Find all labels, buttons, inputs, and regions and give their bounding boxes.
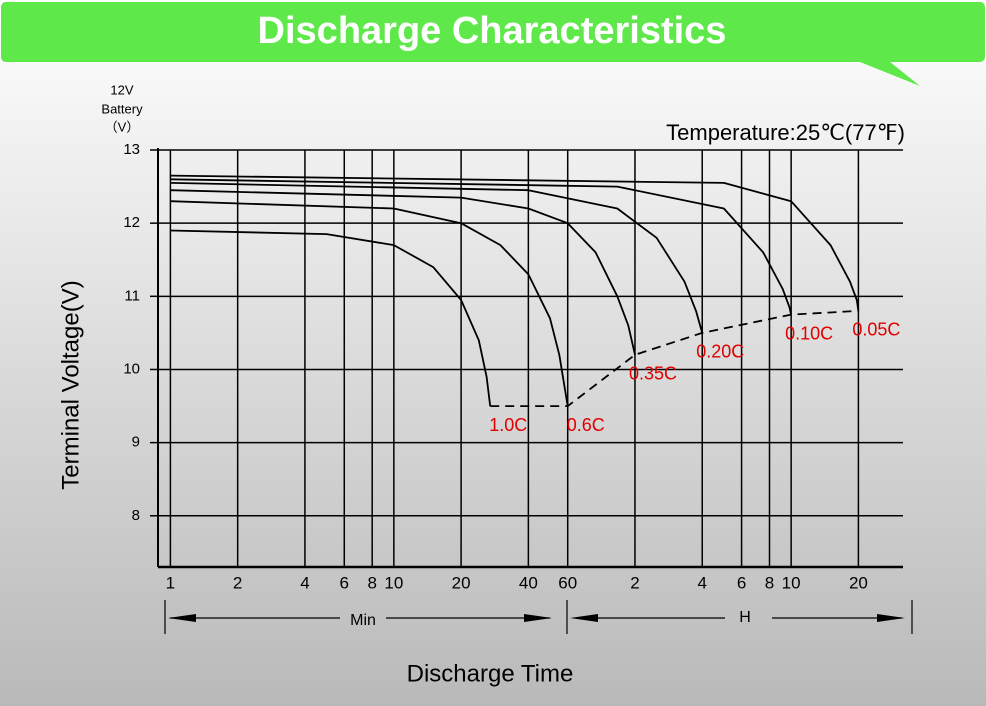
x-tick-label: 4 [697, 573, 706, 592]
discharge-curve [170, 189, 636, 356]
x-axis-label: Discharge Time [407, 660, 574, 687]
x-tick-label: 6 [340, 573, 349, 592]
unit-label: 12V [110, 82, 133, 97]
discharge-curve [170, 182, 704, 334]
y-tick-label: 12 [123, 214, 140, 231]
x-tick-label: 40 [519, 573, 538, 592]
x-tick-label: 8 [765, 573, 774, 592]
y-tick-label: 10 [123, 360, 140, 377]
x-tick-label: 1 [166, 573, 175, 592]
series-label: 0.10C [785, 323, 833, 343]
discharge-curve [170, 174, 860, 312]
segment-label: H [739, 609, 751, 626]
series-label: 0.05C [852, 320, 900, 340]
x-tick-label: 4 [300, 573, 309, 592]
series-label: 1.0C [489, 415, 527, 435]
unit-label: （V） [105, 119, 140, 134]
x-tick-label: 60 [558, 573, 577, 592]
y-tick-label: 11 [124, 287, 140, 304]
segment-arrows [168, 614, 905, 622]
x-tick-label: 10 [384, 573, 403, 592]
segment-markers [164, 600, 913, 634]
end-voltage-line [490, 310, 859, 407]
title-banner [1, 2, 985, 86]
y-axis-label: Terminal Voltage(V) [57, 280, 84, 489]
series-label: 0.20C [696, 342, 744, 362]
x-tick-label: 2 [233, 573, 242, 592]
x-tick-label: 10 [782, 573, 801, 592]
x-tick-label: 8 [367, 573, 376, 592]
chart-title: Discharge Characteristics [258, 10, 727, 52]
x-tick-label: 2 [630, 573, 639, 592]
x-tick-label: 6 [737, 573, 746, 592]
series-label: 0.6C [567, 415, 605, 435]
series-label: 0.35C [629, 364, 677, 384]
annotation: Temperature:25℃(77℉) [666, 120, 905, 145]
x-tick-label: 20 [452, 573, 471, 592]
x-tick-label: 20 [849, 573, 868, 592]
segment-label: Min [350, 612, 376, 629]
y-tick-label: 13 [123, 141, 140, 158]
discharge-curve [170, 229, 492, 407]
discharge-curve [170, 178, 792, 315]
unit-label: Battery [101, 101, 143, 116]
y-tick-label: 8 [132, 507, 140, 524]
discharge-curve [170, 200, 569, 407]
y-tick-label: 9 [132, 434, 140, 451]
